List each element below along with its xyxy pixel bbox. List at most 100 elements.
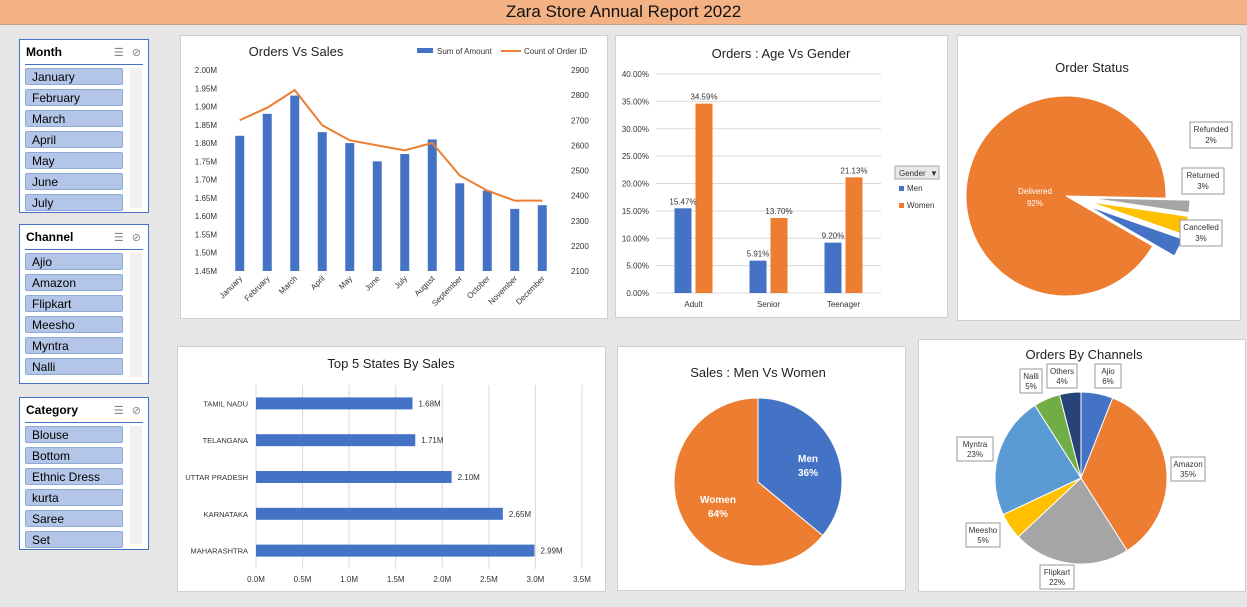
bar-sum-of-amount[interactable] bbox=[510, 208, 520, 271]
clear-filter-icon[interactable]: ⊘ bbox=[131, 47, 141, 59]
slice-label-name: Women bbox=[700, 495, 736, 506]
order-status-svg: Order Status Delivered 92% Refunded 2% Retur… bbox=[965, 60, 1233, 297]
y-tick: TAMIL NADU bbox=[203, 399, 248, 408]
callout-name: Returned bbox=[1187, 171, 1220, 180]
slicer-item-april[interactable]: April bbox=[25, 131, 123, 148]
data-label-women: 34.59% bbox=[690, 93, 717, 102]
slicer-item-march[interactable]: March bbox=[25, 110, 123, 127]
order-status-chart[interactable]: Order Status Delivered 92% Refunded 2% Retur… bbox=[957, 35, 1241, 321]
slice-flipkart[interactable] bbox=[1017, 477, 1128, 565]
y-right-tick: 2800 bbox=[571, 91, 589, 100]
line-count-of-order-id[interactable] bbox=[239, 88, 543, 202]
multi-select-icon[interactable]: ☰ bbox=[113, 232, 124, 244]
bar-men[interactable] bbox=[749, 260, 767, 293]
bar-state[interactable] bbox=[256, 397, 413, 410]
x-tick: October bbox=[465, 274, 492, 301]
channel-slicer[interactable]: Channel ☰ ⊘ Ajio Amazon Flipkart Meesho Myntr… bbox=[19, 224, 149, 384]
gender-filter-button[interactable] bbox=[894, 165, 940, 180]
month-slicer[interactable]: Month ☰ ⊘ January February March April May Jun… bbox=[19, 39, 149, 213]
callout-value: 5% bbox=[1025, 382, 1037, 391]
bar-sum-of-amount[interactable] bbox=[400, 154, 410, 271]
x-tick: June bbox=[363, 274, 382, 293]
bar-sum-of-amount[interactable] bbox=[290, 95, 300, 271]
slicer-item-may[interactable]: May bbox=[25, 152, 123, 169]
data-label-men: 15.47% bbox=[669, 197, 696, 206]
slicer-item-july[interactable]: July bbox=[25, 194, 123, 211]
category-slicer[interactable]: Category ☰ ⊘ Blouse Bottom Ethnic Dress kurt… bbox=[19, 397, 149, 550]
y-right-tick: 2400 bbox=[571, 192, 589, 201]
slicer-item-myntra[interactable]: Myntra bbox=[25, 337, 123, 354]
slicer-title: Category bbox=[26, 403, 79, 417]
slicer-item-kurta[interactable]: kurta bbox=[25, 489, 123, 506]
bar-men[interactable] bbox=[824, 242, 842, 293]
callout-name: Meesho bbox=[969, 526, 998, 535]
slicer-item-set[interactable]: Set bbox=[25, 531, 123, 548]
bar-sum-of-amount[interactable] bbox=[372, 161, 382, 271]
x-tick: July bbox=[393, 274, 409, 290]
callout-box bbox=[1094, 363, 1122, 389]
bar-sum-of-amount[interactable] bbox=[482, 190, 492, 271]
orders-by-channels-chart[interactable]: Orders By Channels Ajio 6% Amazon 35% Flipka… bbox=[918, 339, 1246, 592]
slicer-item-nalli[interactable]: Nalli bbox=[25, 358, 123, 375]
men-vs-women-chart[interactable]: Sales : Men Vs Women Men 36% Women 64% bbox=[617, 346, 906, 591]
bar-men[interactable] bbox=[674, 208, 692, 293]
slicer-item-flipkart[interactable]: Flipkart bbox=[25, 295, 123, 312]
slicer-scrollbar[interactable] bbox=[130, 253, 142, 377]
bar-state[interactable] bbox=[256, 471, 452, 483]
slicer-header: Category ☰ ⊘ bbox=[25, 400, 143, 423]
multi-select-icon[interactable]: ☰ bbox=[113, 47, 124, 59]
bar-sum-of-amount[interactable] bbox=[262, 113, 272, 271]
callout-value: 3% bbox=[1195, 234, 1207, 243]
bar-sum-of-amount[interactable] bbox=[317, 132, 327, 271]
bar-sum-of-amount[interactable] bbox=[427, 139, 437, 271]
bar-sum-of-amount[interactable] bbox=[537, 205, 547, 271]
legend-orders: Count of Order ID bbox=[524, 47, 587, 56]
slice-others[interactable] bbox=[1059, 391, 1082, 479]
x-tick: March bbox=[277, 274, 299, 296]
y-right-tick: 2300 bbox=[571, 217, 589, 226]
bar-sum-of-amount[interactable] bbox=[455, 183, 465, 271]
bar-state[interactable] bbox=[256, 434, 416, 447]
bar-sum-of-amount[interactable] bbox=[345, 143, 355, 271]
slice-women[interactable] bbox=[673, 397, 824, 567]
bar-women[interactable] bbox=[695, 103, 713, 293]
slicer-item-meesho[interactable]: Meesho bbox=[25, 316, 123, 333]
slicer-scrollbar[interactable] bbox=[130, 68, 142, 208]
slice-delivered[interactable] bbox=[965, 95, 1167, 297]
bar-sum-of-amount[interactable] bbox=[235, 135, 245, 271]
slice-refunded[interactable] bbox=[1089, 197, 1191, 214]
age-vs-gender-chart[interactable]: Orders : Age Vs Gender Gender ▼ Men Wome… bbox=[615, 35, 948, 318]
slicer-scrollbar[interactable] bbox=[130, 426, 142, 544]
slicer-item-bottom[interactable]: Bottom bbox=[25, 447, 123, 464]
callout-name: Ajio bbox=[1101, 367, 1115, 376]
slicer-item-ethnic-dress[interactable]: Ethnic Dress bbox=[25, 468, 123, 485]
slicer-item-blouse[interactable]: Blouse bbox=[25, 426, 123, 443]
bar-women[interactable] bbox=[770, 217, 788, 293]
clear-filter-icon[interactable]: ⊘ bbox=[131, 232, 141, 244]
slicer-item-saree[interactable]: Saree bbox=[25, 510, 123, 527]
chart-title: Order Status bbox=[1055, 60, 1129, 75]
multi-select-icon[interactable]: ☰ bbox=[113, 405, 124, 417]
report-title: Zara Store Annual Report 2022 bbox=[0, 0, 1247, 25]
slice-myntra[interactable] bbox=[994, 404, 1082, 516]
slice-amazon[interactable] bbox=[1080, 397, 1168, 552]
slicer-item-amazon[interactable]: Amazon bbox=[25, 274, 123, 291]
clear-filter-icon[interactable]: ⊘ bbox=[131, 405, 141, 417]
top-states-chart[interactable]: Top 5 States By Sales 0.0M 0.5M 1.0M 1.5M 2.… bbox=[177, 346, 606, 592]
y-left-tick: 1.80M bbox=[195, 139, 218, 148]
callout-value: 3% bbox=[1197, 182, 1209, 191]
y-left-tick: 1.55M bbox=[195, 230, 218, 239]
y-tick: 30.00% bbox=[622, 125, 649, 134]
slice-men[interactable] bbox=[757, 397, 843, 537]
bar-state[interactable] bbox=[256, 507, 503, 520]
slicer-item-february[interactable]: February bbox=[25, 89, 123, 106]
slice-label-value: 64% bbox=[708, 509, 728, 520]
bar-women[interactable] bbox=[845, 177, 863, 293]
orders-vs-sales-chart[interactable]: Orders Vs Sales Sum of Amount Count of O… bbox=[180, 35, 608, 319]
x-tick: 1.5M bbox=[387, 575, 405, 584]
bar-state[interactable] bbox=[256, 544, 535, 557]
slicer-item-june[interactable]: June bbox=[25, 173, 123, 190]
slicer-item-january[interactable]: January bbox=[25, 68, 123, 85]
slicer-item-ajio[interactable]: Ajio bbox=[25, 253, 123, 270]
chart-title: Orders By Channels bbox=[1025, 347, 1143, 362]
